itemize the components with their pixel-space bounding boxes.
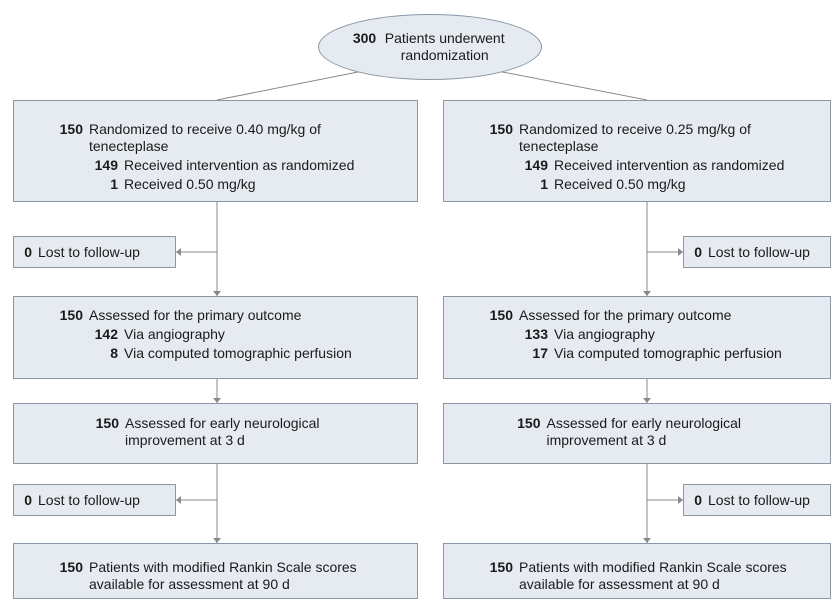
lost-box: 0 Lost to follow-up: [13, 484, 176, 516]
label: Lost to follow-up: [38, 244, 140, 260]
label: Received 0.50 mg/kg: [124, 176, 256, 192]
entry-row: 150 Patients with modified Rankin Scale s…: [50, 559, 417, 593]
count: 150: [59, 307, 83, 323]
arrowhead: [643, 291, 651, 296]
label: Patients with modified Rankin Scale scor…: [89, 559, 357, 592]
entry-row: 133 Via angiography: [480, 326, 830, 343]
entry-row: 150 Randomized to receive 0.40 mg/kg of t…: [50, 121, 417, 155]
count: 17: [532, 345, 548, 361]
randomized-box: 150 Randomized to receive 0.40 mg/kg of t…: [13, 100, 418, 202]
entry-row: 150 Assessed for the primary outcome: [50, 307, 417, 324]
lost-box: 0 Lost to follow-up: [13, 236, 176, 268]
entry-row: 1 Received 0.50 mg/kg: [480, 176, 830, 193]
entry-row: 150 Assessed for the primary outcome: [480, 307, 830, 324]
early-box: 150 Assessed for early neurological impro…: [13, 403, 418, 464]
entry-row: 142 Via angiography: [50, 326, 417, 343]
count: 150: [489, 559, 513, 575]
arrowhead: [678, 496, 683, 504]
entry-row: 0 Lost to follow-up: [694, 244, 830, 261]
early-box: 150 Assessed for early neurological impro…: [443, 403, 831, 464]
label: Via computed tomographic perfusion: [554, 345, 782, 361]
count: 1: [110, 176, 118, 192]
count: 150: [489, 307, 513, 323]
count: 149: [94, 157, 118, 173]
final-box: 150 Patients with modified Rankin Scale s…: [443, 543, 831, 599]
label: Via angiography: [554, 326, 655, 342]
label: Lost to follow-up: [708, 492, 810, 508]
entry-row: 1 Received 0.50 mg/kg: [50, 176, 417, 193]
count: 133: [524, 326, 548, 342]
label: Received 0.50 mg/kg: [554, 176, 686, 192]
count: 0: [24, 492, 32, 508]
randomization-row: 300 Patients underwent randomization: [353, 30, 507, 64]
label: Patients with modified Rankin Scale scor…: [519, 559, 787, 592]
arrowhead: [643, 538, 651, 543]
label: Assessed for early neurological improvem…: [125, 415, 320, 448]
count: 0: [24, 244, 32, 260]
arrowhead: [678, 248, 683, 256]
count: 300: [352, 30, 377, 46]
entry-row: 150 Assessed for early neurological impro…: [444, 415, 830, 449]
count: 150: [489, 121, 513, 137]
entry-row: 0 Lost to follow-up: [694, 492, 830, 509]
arrowhead: [213, 291, 221, 296]
primary-box: 150 Assessed for the primary outcome 133 Vi…: [443, 296, 831, 379]
entry-row: 8 Via computed tomographic perfusion: [50, 345, 417, 362]
label: Received intervention as randomized: [124, 157, 355, 173]
entry-row: 17 Via computed tomographic perfusion: [480, 345, 830, 362]
entry-row: 150 Assessed for early neurological impro…: [14, 415, 417, 449]
label: Via computed tomographic perfusion: [124, 345, 352, 361]
arrowhead: [213, 398, 221, 403]
entry-row: 150 Patients with modified Rankin Scale s…: [480, 559, 830, 593]
count: 142: [94, 326, 118, 342]
lost-box: 0 Lost to follow-up: [683, 484, 831, 516]
entry-row: 150 Randomized to receive 0.25 mg/kg of t…: [480, 121, 830, 155]
connector: [481, 67, 648, 101]
randomization-node: 300 Patients underwent randomization: [318, 14, 542, 80]
count: 0: [694, 492, 702, 508]
arrowhead: [176, 248, 181, 256]
arrowhead: [176, 496, 181, 504]
connector: [216, 67, 379, 101]
label: Assessed for early neurological improvem…: [546, 415, 742, 448]
count: 150: [517, 415, 541, 431]
label: Lost to follow-up: [708, 244, 810, 260]
entry-row: 0 Lost to follow-up: [24, 244, 175, 261]
count: 0: [694, 244, 702, 260]
count: 149: [524, 157, 548, 173]
count: 150: [59, 559, 83, 575]
entry-row: 149 Received intervention as randomized: [480, 157, 830, 174]
label: Received intervention as randomized: [554, 157, 785, 173]
final-box: 150 Patients with modified Rankin Scale s…: [13, 543, 418, 599]
randomized-box: 150 Randomized to receive 0.25 mg/kg of t…: [443, 100, 831, 202]
lost-box: 0 Lost to follow-up: [683, 236, 831, 268]
count: 150: [95, 415, 119, 431]
label: Assessed for the primary outcome: [519, 307, 732, 323]
label: Patients underwent randomization: [384, 30, 505, 63]
arrowhead: [643, 398, 651, 403]
arrowhead: [213, 538, 221, 543]
label: Randomized to receive 0.40 mg/kg of tene…: [89, 121, 321, 154]
label: Via angiography: [124, 326, 225, 342]
entry-row: 0 Lost to follow-up: [24, 492, 175, 509]
label: Lost to follow-up: [38, 492, 140, 508]
primary-box: 150 Assessed for the primary outcome 142 Vi…: [13, 296, 418, 379]
count: 1: [540, 176, 548, 192]
count: 150: [59, 121, 83, 137]
count: 8: [110, 345, 118, 361]
label: Assessed for the primary outcome: [89, 307, 302, 323]
entry-row: 149 Received intervention as randomized: [50, 157, 417, 174]
label: Randomized to receive 0.25 mg/kg of tene…: [519, 121, 751, 154]
